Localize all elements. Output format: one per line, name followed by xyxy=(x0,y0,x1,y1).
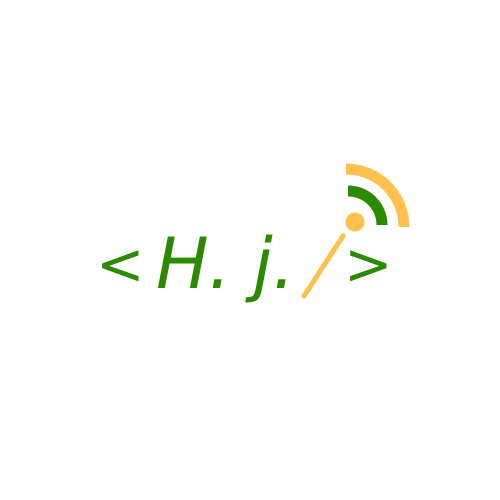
signal-inner-arc xyxy=(347,185,388,226)
logo-close-bracket: > xyxy=(344,230,393,298)
logo-initials: H. j. xyxy=(156,223,295,305)
logo-open-bracket: < xyxy=(96,230,145,298)
signal-outer-arc xyxy=(345,163,410,228)
slash-stroke xyxy=(301,233,346,299)
